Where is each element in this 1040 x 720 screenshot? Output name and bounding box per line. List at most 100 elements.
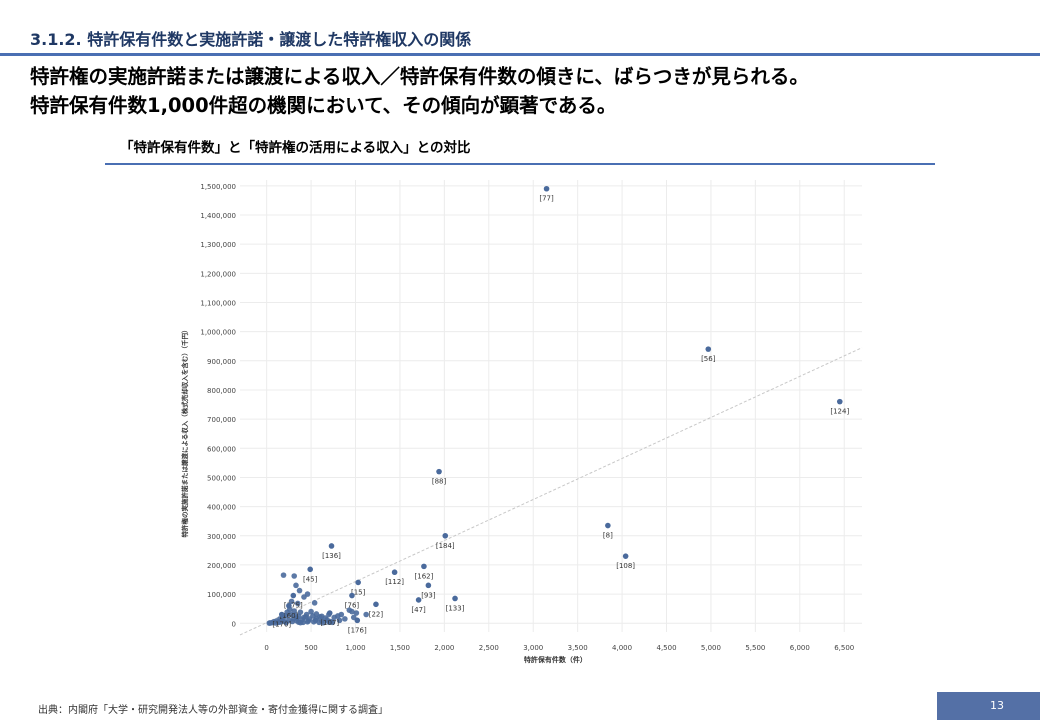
x-tick-label: 4,500 (656, 644, 676, 652)
data-point (349, 592, 355, 599)
y-axis-label: 特許権の実施許諾または譲渡による収入（株式売却収入を含む）（千円） (180, 326, 189, 537)
y-tick-label: 1,300,000 (200, 241, 236, 249)
x-tick-label: 6,500 (834, 644, 854, 652)
data-point (293, 582, 299, 589)
data-point-label: [77] (539, 195, 554, 203)
data-point-label: [15] (351, 588, 366, 596)
x-tick-label: 2,000 (434, 644, 454, 652)
y-tick-label: 100,000 (207, 591, 236, 599)
data-point (373, 601, 379, 608)
data-point (311, 600, 318, 606)
data-point (338, 611, 345, 618)
data-point (605, 522, 611, 529)
data-point-label: [124] (830, 408, 849, 416)
data-point (705, 346, 712, 352)
footer-source: 出典：内閣府「大学・研究開発法人等の外部資金・寄付金獲得に関する調査」 (38, 705, 388, 716)
data-point (442, 532, 449, 539)
data-point (295, 613, 302, 620)
data-point (290, 592, 297, 599)
data-point-label: [88] (432, 478, 447, 486)
data-point (320, 619, 327, 626)
x-tick-label: 1,000 (345, 644, 365, 652)
data-point (421, 563, 427, 570)
data-point (296, 587, 303, 594)
data-point (326, 610, 333, 616)
data-point (283, 619, 290, 626)
data-point (452, 595, 458, 602)
data-point-label: [136] (322, 552, 341, 560)
slide-header: 3.1.2. 特許保有件数と実施許諾・譲渡した特許権収入の関係 (0, 0, 1040, 56)
data-point (349, 608, 355, 615)
data-point-label: [133] (446, 604, 465, 612)
data-point (278, 611, 285, 618)
x-tick-label: 6,000 (790, 644, 810, 652)
data-point (363, 611, 369, 618)
data-point-label: [107] (320, 619, 339, 627)
data-point (353, 610, 360, 616)
data-point-label: [176] (348, 626, 367, 634)
data-point-label: [56] (701, 355, 716, 363)
data-point (313, 611, 320, 617)
y-tick-label: 1,000,000 (200, 329, 236, 337)
y-tick-label: 0 (232, 620, 236, 628)
chart-title-rule (105, 163, 935, 165)
data-point (272, 620, 279, 626)
data-point (355, 579, 361, 586)
data-point-label: [108] (616, 562, 635, 570)
data-point (543, 185, 550, 192)
data-point (288, 598, 295, 605)
y-tick-label: 500,000 (207, 474, 236, 482)
data-point (391, 569, 398, 576)
data-point (307, 566, 313, 573)
chart-title: 「特許保有件数」と「特許権の活用による収入」との対比 (120, 140, 471, 156)
trend-line (239, 347, 863, 636)
headline-line-2: 特許保有件数1,000件超の機関において、その傾向が顕著である。 (30, 94, 617, 117)
x-tick-label: 3,500 (568, 644, 588, 652)
y-tick-label: 1,200,000 (200, 270, 236, 278)
data-point-label: [8] (603, 532, 613, 540)
data-point (304, 591, 311, 597)
data-point (266, 620, 273, 626)
headline-line-1: 特許権の実施許諾または譲渡による収入／特許保有件数の傾きに、ばらつきが見られる。 (30, 65, 809, 88)
data-point (329, 619, 336, 626)
y-tick-label: 1,500,000 (200, 183, 236, 191)
data-point-label: [175] (284, 602, 303, 610)
y-tick-label: 800,000 (207, 387, 236, 395)
section-title: 3.1.2. 特許保有件数と実施許諾・譲渡した特許権収入の関係 (30, 30, 472, 49)
headline: 特許権の実施許諾または譲渡による収入／特許保有件数の傾きに、ばらつきが見られる。… (30, 62, 1020, 120)
data-point (336, 617, 343, 624)
x-tick-label: 0 (264, 644, 268, 652)
x-axis-label: 特許保有件数（件） (524, 655, 587, 664)
y-tick-label: 1,400,000 (200, 212, 236, 220)
y-tick-label: 600,000 (207, 445, 236, 453)
data-point (302, 614, 309, 620)
data-point (318, 613, 325, 620)
data-point (836, 398, 843, 405)
y-tick-label: 900,000 (207, 358, 236, 366)
data-point-label: [22] (369, 610, 384, 618)
x-tick-label: 5,500 (745, 644, 765, 652)
data-point-label: [160] (279, 612, 298, 620)
page-number-badge: 13 (937, 692, 1040, 720)
data-point (297, 619, 304, 626)
data-point (313, 615, 320, 622)
data-point (291, 573, 298, 579)
x-tick-label: 4,000 (612, 644, 632, 652)
data-point (308, 608, 314, 615)
x-tick-label: 5,000 (701, 644, 721, 652)
data-point (354, 617, 361, 624)
data-point-label: [170] (272, 621, 291, 629)
data-point (415, 597, 422, 603)
data-point-label: [162] (415, 572, 434, 580)
x-tick-label: 3,000 (523, 644, 543, 652)
x-tick-label: 500 (304, 644, 317, 652)
data-point (328, 543, 335, 549)
y-tick-label: 200,000 (207, 562, 236, 570)
x-tick-label: 1,500 (390, 644, 410, 652)
data-point (289, 618, 296, 625)
data-point (342, 616, 348, 622)
y-tick-label: 700,000 (207, 416, 236, 424)
data-point-label: [45] (303, 575, 318, 583)
data-point (280, 572, 287, 578)
data-point (283, 613, 290, 619)
